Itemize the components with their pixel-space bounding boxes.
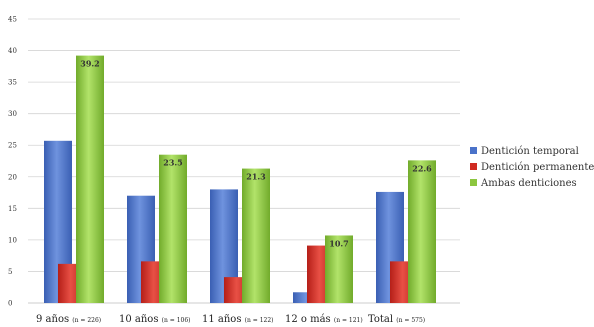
data-labels: 39.2 23.5 21.3 10.7 22.6 — [80, 59, 432, 249]
data-label: 10.7 — [329, 238, 348, 248]
y-tick-label: 10 — [8, 236, 17, 244]
y-tick-label: 35 — [8, 79, 17, 87]
legend-swatch — [470, 179, 477, 186]
y-tick-label: 40 — [8, 47, 17, 55]
y-axis-ticks: 0 5 10 15 20 25 30 35 40 45 — [8, 16, 17, 308]
data-label: 23.5 — [163, 158, 182, 168]
data-label: 21.3 — [246, 172, 266, 182]
x-category-label: 10 años (n = 106) — [119, 314, 190, 325]
x-axis-categories: 9 años (n = 226) 10 años (n = 106) 11 años… — [36, 314, 425, 325]
y-tick-label: 45 — [8, 16, 17, 24]
bar-ambas-denticiones — [242, 168, 270, 303]
bar-ambas-denticiones — [408, 160, 436, 303]
legend-label: Dentición temporal — [481, 146, 579, 157]
y-tick-label: 15 — [8, 205, 17, 213]
legend-swatch — [470, 163, 477, 170]
bar-ambas-denticiones — [159, 154, 187, 303]
y-tick-label: 5 — [8, 268, 12, 276]
x-category-label: 12 o más (n = 121) — [285, 314, 363, 325]
y-tick-label: 0 — [8, 300, 12, 308]
y-tick-label: 20 — [8, 173, 17, 181]
bars — [44, 55, 436, 303]
y-tick-label: 25 — [8, 142, 17, 150]
data-label: 39.2 — [80, 59, 99, 69]
bar-ambas-denticiones — [325, 235, 353, 303]
x-category-label: 9 años (n = 226) — [36, 314, 101, 325]
y-tick-label: 30 — [8, 110, 17, 118]
legend-swatch — [470, 147, 477, 154]
legend-label: Ambas denticiones — [480, 178, 577, 189]
bar-ambas-denticiones — [76, 55, 104, 303]
x-category-label: 11 años (n = 122) — [202, 314, 273, 325]
data-label: 22.6 — [412, 163, 432, 173]
x-category-label: Total (n = 575) — [368, 314, 425, 325]
legend-label: Dentición permanente — [481, 162, 594, 173]
legend: Dentición temporal Dentición permanente Am… — [470, 146, 594, 189]
